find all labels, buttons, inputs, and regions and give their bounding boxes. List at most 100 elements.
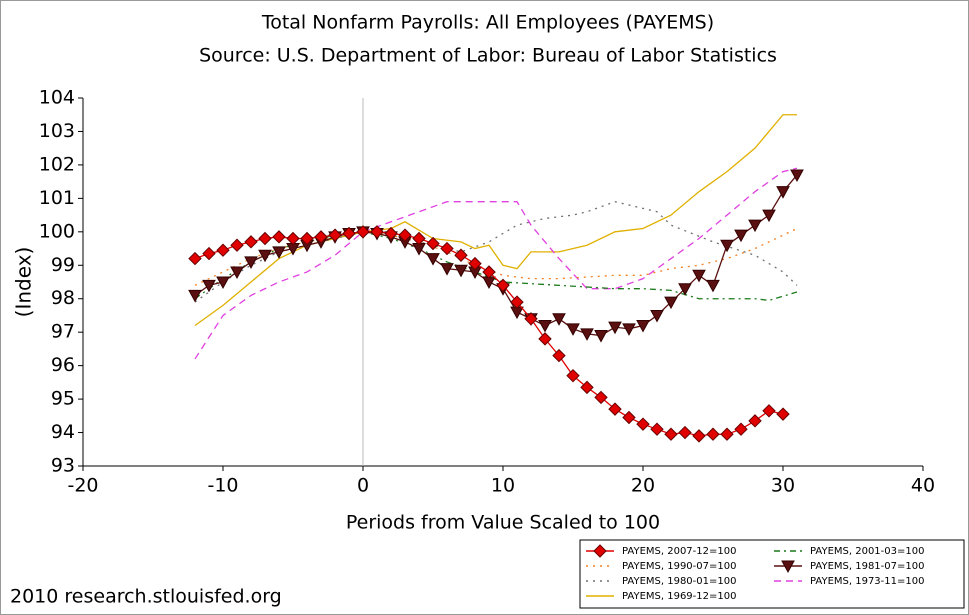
footer: 2010 research.stlouisfed.org [10,586,282,608]
diamond-marker [538,332,552,346]
diamond-marker [734,422,748,436]
diamond-marker [608,402,622,416]
diamond-marker [524,312,538,326]
triangle-marker [650,309,664,323]
y-tick-label: 100 [39,220,75,242]
x-axis-label: Periods from Value Scaled to 100 [346,512,660,534]
x-tick-label: 30 [771,475,795,497]
triangle-marker [622,323,636,336]
diamond-marker [244,235,258,249]
y-tick-label: 98 [51,287,75,309]
triangle-marker [781,560,795,574]
triangle-marker [566,323,580,336]
x-tick-label: 20 [631,475,655,497]
legend-box [579,539,965,609]
x-tick-label: -10 [207,475,238,497]
diamond-marker [314,230,328,244]
legend-label: PAYEMS, 1973-11=100 [810,576,924,587]
diamond-marker [258,231,272,246]
triangle-marker [258,249,272,263]
diamond-marker [776,407,790,421]
y-tick-label: 103 [39,120,75,142]
y-tick-label: 96 [51,354,75,376]
legend-label: PAYEMS, 2001-03=100 [810,546,924,557]
diamond-marker [468,256,482,271]
triangle-marker [692,269,706,283]
triangle-marker [594,330,608,343]
y-tick-label: 93 [51,455,75,477]
diamond-marker [356,225,370,239]
diamond-marker [594,390,608,405]
triangle-marker [636,319,650,333]
triangle-marker [454,264,468,278]
triangle-marker [748,219,762,233]
diamond-marker [412,231,426,246]
y-tick-label: 102 [39,153,75,175]
diamond-marker [566,368,580,383]
y-axis-label: (Index) [12,247,36,318]
triangle-marker [440,263,454,276]
triangle-marker [734,229,748,243]
diamond-marker [482,265,496,279]
diamond-marker [510,295,524,309]
triangle-marker [608,321,622,335]
y-tick-label: 101 [39,187,75,209]
triangle-marker [776,186,790,199]
diamond-marker [454,248,468,262]
triangle-marker [664,296,678,310]
triangle-marker [706,279,720,293]
legend-label: PAYEMS, 2007-12=100 [622,546,736,557]
triangle-marker [216,276,230,290]
diamond-marker [426,236,440,251]
legend-label: PAYEMS, 1980-01=100 [622,576,736,587]
diamond-marker [552,348,566,363]
diamond-marker [230,238,244,252]
triangle-marker [244,256,258,269]
legend-label: PAYEMS, 1990-07=100 [622,561,736,572]
diamond-marker [593,544,607,558]
diamond-marker [328,228,342,242]
chart-title: Total Nonfarm Payrolls: All Employees (P… [261,12,714,34]
y-tick-label: 104 [39,87,75,109]
diamond-marker [188,251,202,266]
triangle-marker [762,209,776,223]
diamond-marker [384,226,398,241]
diamond-marker [202,246,216,261]
y-tick-label: 95 [51,388,75,410]
triangle-marker [720,239,734,253]
diamond-marker [762,404,776,418]
triangle-marker [538,319,552,333]
diamond-marker [286,231,300,246]
triangle-marker [230,266,244,280]
y-tick-label: 99 [51,254,75,276]
triangle-marker [580,328,594,341]
x-tick-label: 10 [491,475,515,497]
y-tick-label: 97 [51,321,75,343]
x-tick-label: 40 [911,475,935,497]
x-tick-label: 0 [357,475,369,497]
diamond-marker [664,427,678,441]
diamond-marker [636,417,650,431]
diamond-marker [216,243,230,257]
diamond-marker [342,226,356,241]
diamond-marker [496,278,510,293]
diamond-marker [300,231,314,246]
x-tick-label: -20 [67,475,98,497]
legend-label: PAYEMS, 1969-12=100 [622,591,736,602]
triangle-marker [790,169,804,182]
triangle-marker [552,313,566,326]
series-line [194,201,798,303]
triangle-marker [678,283,692,296]
triangle-marker [272,246,286,259]
diamond-marker [678,425,692,440]
diamond-marker [440,241,454,256]
triangle-marker [202,279,216,293]
diamond-marker [650,422,664,436]
triangle-marker [188,289,202,303]
diamond-marker [398,228,412,242]
diamond-marker [720,427,734,441]
diamond-marker [748,414,762,428]
triangle-marker [426,253,440,266]
